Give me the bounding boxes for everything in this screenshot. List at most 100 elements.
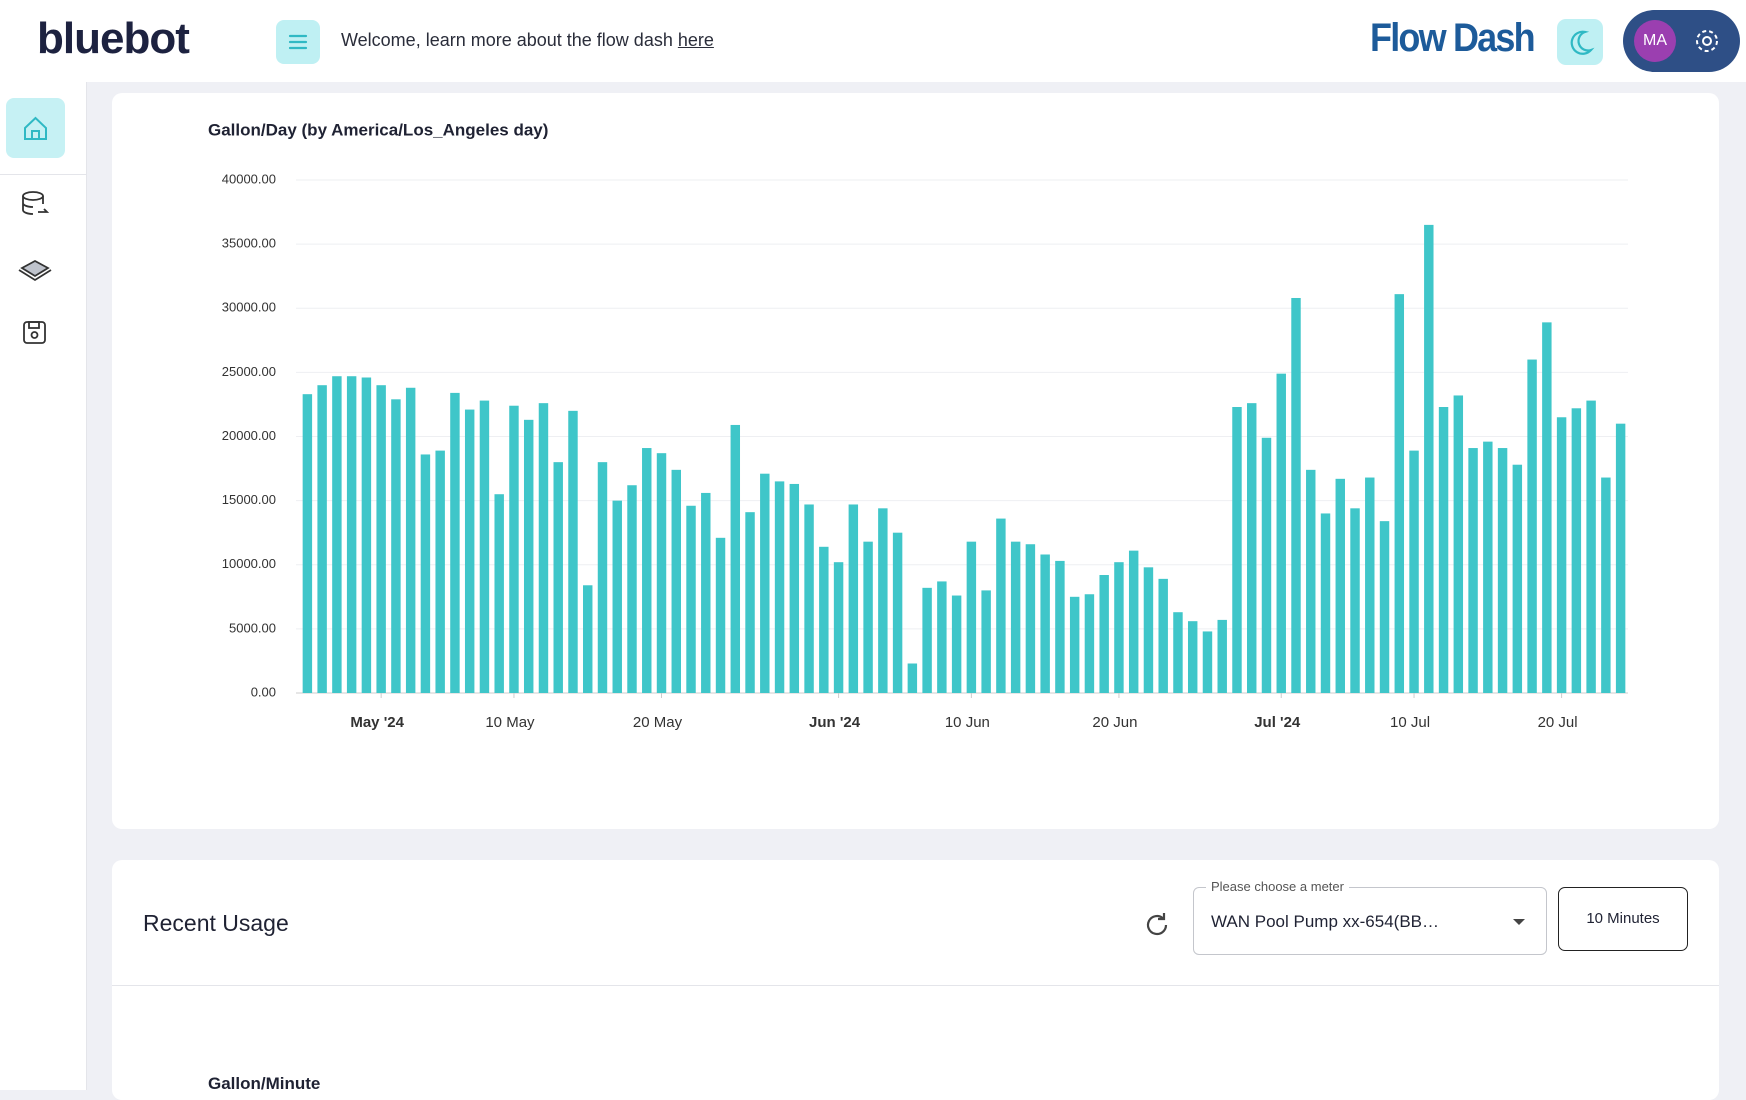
meter-select[interactable]: Please choose a meter WAN Pool Pump xx-6… bbox=[1193, 879, 1547, 955]
bar bbox=[671, 469, 681, 693]
x-tick-label: 20 Jul bbox=[1538, 714, 1578, 731]
bar bbox=[361, 377, 372, 693]
bar bbox=[1453, 395, 1464, 693]
y-tick-label: 10000.00 bbox=[222, 556, 276, 571]
bar bbox=[907, 663, 918, 693]
divider bbox=[112, 985, 1719, 986]
x-tick-label: 10 May bbox=[485, 714, 535, 731]
bar bbox=[1586, 400, 1596, 693]
bar bbox=[848, 504, 859, 693]
bar bbox=[1571, 408, 1582, 693]
bar bbox=[1350, 508, 1360, 693]
bar bbox=[1615, 423, 1626, 693]
chart: Gallon/Day (by America/Los_Angeles day) … bbox=[208, 120, 1628, 731]
menu-button[interactable] bbox=[276, 20, 320, 64]
bar bbox=[1187, 621, 1198, 693]
x-tick-label: 10 Jul bbox=[1390, 714, 1430, 731]
save-icon[interactable] bbox=[21, 319, 49, 347]
bar bbox=[1099, 575, 1109, 693]
bar bbox=[509, 405, 519, 693]
bar bbox=[833, 562, 844, 693]
interval-button[interactable]: 10 Minutes bbox=[1558, 887, 1688, 951]
bar bbox=[1143, 567, 1154, 693]
bar bbox=[1483, 441, 1493, 693]
bar bbox=[1512, 464, 1523, 693]
home-button[interactable] bbox=[6, 98, 65, 158]
bar bbox=[1291, 297, 1301, 693]
recent-title: Recent Usage bbox=[143, 910, 289, 936]
x-tick-label: 10 Jun bbox=[945, 714, 990, 731]
bar bbox=[1438, 407, 1449, 693]
theme-toggle[interactable] bbox=[1557, 19, 1603, 65]
bar bbox=[583, 585, 593, 693]
bar bbox=[981, 590, 991, 693]
x-tick-label: May '24 bbox=[350, 714, 404, 731]
bar bbox=[774, 481, 785, 693]
bar bbox=[996, 518, 1006, 693]
bar bbox=[1306, 469, 1316, 693]
welcome-link[interactable]: here bbox=[677, 30, 714, 50]
bar bbox=[922, 587, 932, 693]
select-value: WAN Pool Pump xx-654(BB… bbox=[1211, 912, 1439, 931]
y-tick-label: 0.00 bbox=[251, 684, 276, 699]
bar bbox=[804, 504, 814, 693]
settings-icon[interactable] bbox=[1692, 26, 1722, 56]
bar bbox=[1601, 477, 1611, 693]
brand: Flow Dash bbox=[1370, 16, 1536, 60]
bar bbox=[966, 541, 977, 693]
bar bbox=[937, 581, 947, 693]
bar bbox=[892, 532, 903, 693]
y-tick-label: 30000.00 bbox=[222, 300, 276, 315]
bar bbox=[538, 403, 549, 693]
chart-card: Gallon/Day (by America/Los_Angeles day) … bbox=[112, 93, 1719, 829]
y-tick-label: 25000.00 bbox=[222, 364, 276, 379]
bar bbox=[1379, 521, 1390, 693]
bar bbox=[730, 424, 741, 693]
moon-icon bbox=[1570, 30, 1595, 55]
welcome: Welcome, learn more about the flow dash … bbox=[341, 30, 714, 51]
bar bbox=[1409, 450, 1419, 693]
bar bbox=[450, 392, 460, 693]
bar bbox=[878, 508, 888, 693]
bar bbox=[523, 419, 534, 693]
bar bbox=[1232, 407, 1242, 693]
divider bbox=[0, 174, 86, 175]
bar bbox=[420, 454, 431, 693]
account-pill[interactable]: MA bbox=[1623, 10, 1740, 72]
next-chart-title: Gallon/Minute bbox=[208, 1074, 321, 1093]
data-icon[interactable] bbox=[20, 190, 50, 220]
bar bbox=[1497, 448, 1508, 693]
bar bbox=[302, 394, 313, 693]
bar bbox=[686, 505, 696, 693]
x-tick-label: Jun '24 bbox=[809, 714, 861, 731]
avatar[interactable]: MA bbox=[1634, 20, 1676, 62]
welcome-text: Welcome, learn more about the flow dash bbox=[341, 30, 673, 50]
bar bbox=[1247, 403, 1257, 693]
bar bbox=[1556, 417, 1567, 693]
y-tick-label: 5000.00 bbox=[229, 620, 276, 635]
bar bbox=[1217, 619, 1227, 693]
y-tick-label: 20000.00 bbox=[222, 428, 276, 443]
bar bbox=[1025, 544, 1036, 693]
bar bbox=[760, 473, 770, 693]
bar bbox=[346, 376, 357, 693]
bar bbox=[863, 541, 873, 693]
logo[interactable]: bluebot bbox=[37, 14, 190, 63]
dropdown-arrow bbox=[1513, 919, 1525, 925]
bar bbox=[627, 485, 637, 693]
chart-title: Gallon/Day (by America/Los_Angeles day) bbox=[208, 120, 548, 139]
bar bbox=[568, 410, 578, 693]
bar bbox=[332, 376, 342, 693]
bar bbox=[789, 483, 800, 693]
refresh-icon[interactable] bbox=[1142, 910, 1172, 940]
recent-card: Recent Usage Please choose a meter WAN P… bbox=[112, 860, 1719, 1100]
bar bbox=[612, 500, 622, 693]
bar bbox=[1276, 373, 1286, 693]
bar bbox=[1202, 631, 1213, 693]
bar bbox=[1158, 578, 1168, 693]
device-icon[interactable] bbox=[18, 254, 52, 284]
bar bbox=[494, 494, 504, 693]
y-tick-label: 15000.00 bbox=[222, 492, 276, 507]
bar bbox=[464, 409, 475, 693]
